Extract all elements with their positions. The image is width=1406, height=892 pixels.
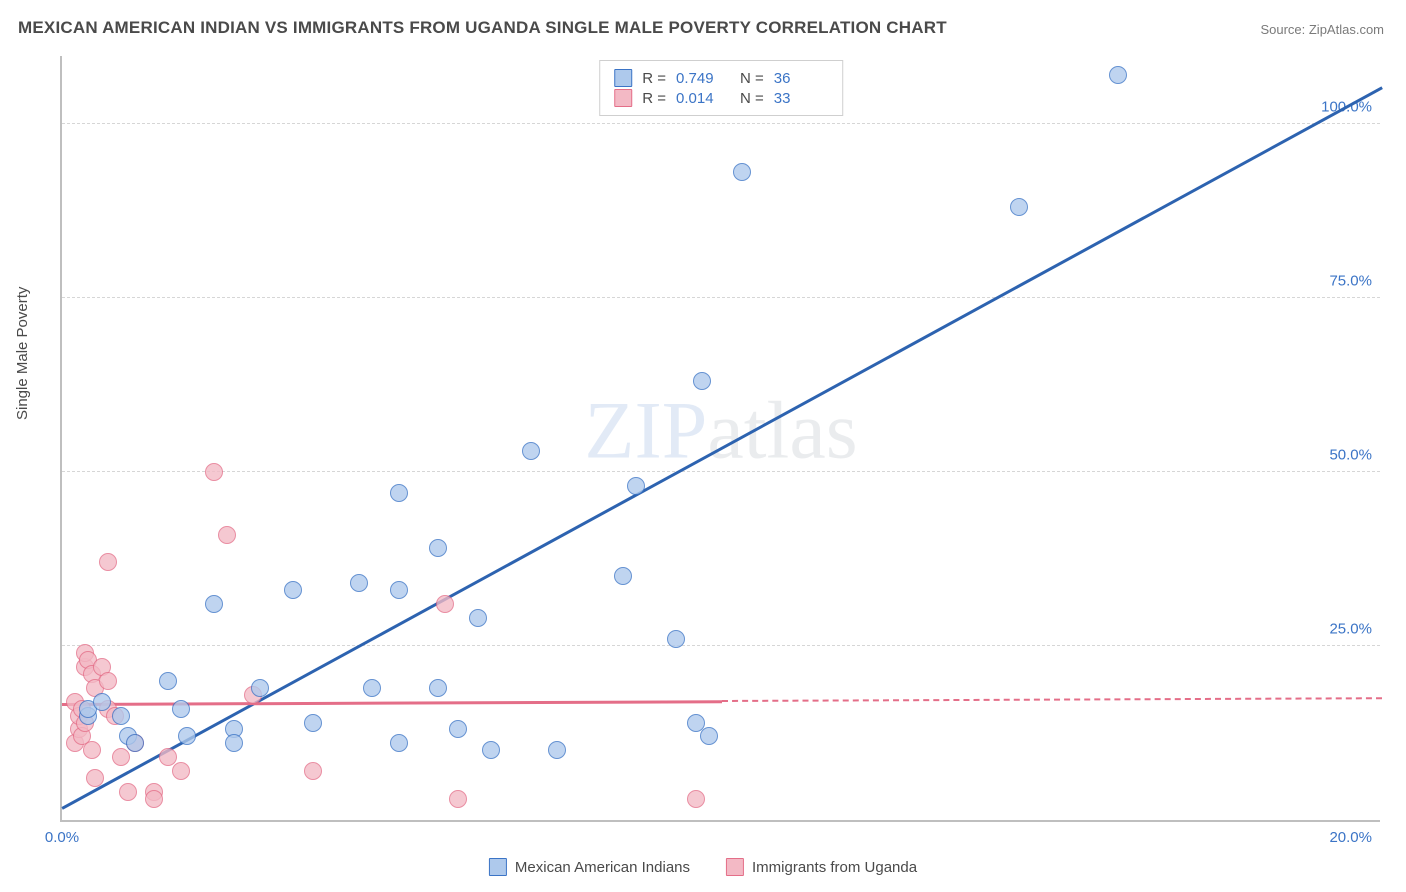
data-point: [436, 595, 454, 613]
watermark-zip: ZIP: [584, 384, 707, 475]
data-point: [667, 630, 685, 648]
data-point: [449, 720, 467, 738]
legend-swatch: [614, 89, 632, 107]
data-point: [112, 748, 130, 766]
data-point: [390, 581, 408, 599]
data-point: [126, 734, 144, 752]
legend-n-value: 36: [774, 70, 828, 87]
data-point: [251, 679, 269, 697]
legend-r-value: 0.014: [676, 90, 730, 107]
legend-row: R = 0.014 N = 33: [614, 89, 828, 107]
data-point: [172, 762, 190, 780]
data-point: [205, 463, 223, 481]
legend-item: Immigrants from Uganda: [726, 858, 917, 876]
legend-r-value: 0.749: [676, 70, 730, 87]
data-point: [172, 700, 190, 718]
data-point: [112, 707, 130, 725]
data-point: [159, 672, 177, 690]
trend-line: [722, 698, 1382, 703]
data-point: [429, 539, 447, 557]
data-point: [469, 609, 487, 627]
legend-item: Mexican American Indians: [489, 858, 690, 876]
data-point: [86, 769, 104, 787]
legend-swatch: [614, 69, 632, 87]
correlation-legend: R = 0.749 N = 36 R = 0.014 N = 33: [599, 60, 843, 116]
data-point: [218, 526, 236, 544]
data-point: [390, 484, 408, 502]
x-tick-label: 0.0%: [45, 829, 79, 846]
y-axis-label: Single Male Poverty: [14, 287, 31, 420]
data-point: [284, 581, 302, 599]
data-point: [1109, 66, 1127, 84]
data-point: [429, 679, 447, 697]
data-point: [522, 442, 540, 460]
data-point: [614, 567, 632, 585]
data-point: [482, 741, 500, 759]
legend-swatch: [489, 858, 507, 876]
gridline: [62, 297, 1380, 298]
data-point: [627, 477, 645, 495]
legend-series-name: Immigrants from Uganda: [752, 859, 917, 876]
data-point: [225, 734, 243, 752]
y-tick-label: 25.0%: [1329, 620, 1372, 637]
chart-title: MEXICAN AMERICAN INDIAN VS IMMIGRANTS FR…: [18, 18, 947, 38]
legend-swatch: [726, 858, 744, 876]
data-point: [119, 783, 137, 801]
data-point: [390, 734, 408, 752]
data-point: [99, 553, 117, 571]
data-point: [733, 163, 751, 181]
data-point: [350, 574, 368, 592]
gridline: [62, 123, 1380, 124]
data-point: [205, 595, 223, 613]
legend-n-label: N =: [740, 70, 764, 87]
trend-line: [62, 700, 722, 705]
data-point: [145, 790, 163, 808]
x-tick-label: 20.0%: [1329, 829, 1372, 846]
source-attribution: Source: ZipAtlas.com: [1260, 22, 1384, 37]
data-point: [687, 790, 705, 808]
data-point: [1010, 198, 1028, 216]
data-point: [693, 372, 711, 390]
legend-n-value: 33: [774, 90, 828, 107]
data-point: [687, 714, 705, 732]
watermark-atlas: atlas: [707, 384, 857, 475]
y-tick-label: 50.0%: [1329, 446, 1372, 463]
legend-n-label: N =: [740, 90, 764, 107]
legend-series-name: Mexican American Indians: [515, 859, 690, 876]
data-point: [304, 714, 322, 732]
data-point: [449, 790, 467, 808]
y-tick-label: 75.0%: [1329, 272, 1372, 289]
gridline: [62, 471, 1380, 472]
data-point: [548, 741, 566, 759]
data-point: [304, 762, 322, 780]
data-point: [93, 693, 111, 711]
series-legend: Mexican American Indians Immigrants from …: [489, 858, 917, 876]
legend-r-label: R =: [642, 90, 666, 107]
data-point: [83, 741, 101, 759]
legend-r-label: R =: [642, 70, 666, 87]
plot-area: ZIPatlas R = 0.749 N = 36 R = 0.014 N = 33 25.0…: [60, 56, 1380, 822]
data-point: [363, 679, 381, 697]
data-point: [178, 727, 196, 745]
gridline: [62, 645, 1380, 646]
data-point: [99, 672, 117, 690]
legend-row: R = 0.749 N = 36: [614, 69, 828, 87]
data-point: [700, 727, 718, 745]
